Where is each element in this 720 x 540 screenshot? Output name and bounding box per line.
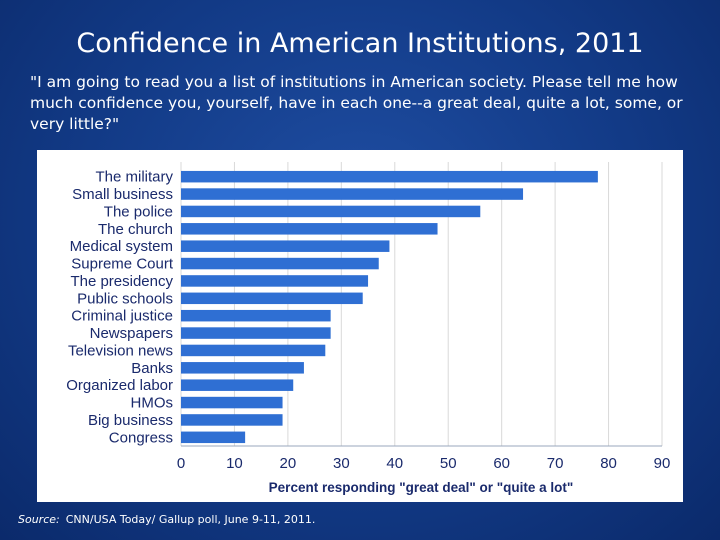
bar — [181, 292, 363, 305]
x-tick-label: 70 — [547, 455, 564, 472]
category-label: Supreme Court — [71, 256, 174, 273]
bar — [181, 240, 390, 252]
chart-panel: The military Small business The police The … — [37, 150, 683, 502]
category-label: Medical system — [70, 238, 173, 255]
bar — [181, 414, 283, 426]
category-label: The military — [95, 169, 173, 186]
bar — [181, 431, 246, 444]
category-label: Organized labor — [66, 377, 173, 394]
category-label: Newspapers — [90, 325, 173, 342]
x-tick-label: 50 — [440, 455, 457, 472]
category-label: The police — [104, 203, 173, 220]
category-label: Banks — [131, 360, 173, 377]
x-tick-label: 30 — [333, 455, 350, 472]
bar — [181, 205, 481, 218]
category-label: Congress — [109, 429, 173, 446]
x-tick-label: 10 — [226, 455, 243, 472]
bar — [181, 396, 283, 409]
category-label: Criminal justice — [71, 308, 173, 325]
category-label: HMOs — [131, 395, 174, 412]
x-tick-label: 20 — [280, 455, 297, 472]
x-axis-title: Percent responding "great deal" or "quit… — [269, 480, 574, 495]
bar — [181, 257, 379, 270]
bar — [181, 344, 326, 357]
source-note: Source: CNN/USA Today/ Gallup poll, June … — [18, 513, 315, 526]
x-tick-label: 0 — [177, 455, 185, 472]
survey-question: "I am going to read you a list of instit… — [30, 73, 683, 133]
x-tick-label: 40 — [386, 455, 403, 472]
bar — [181, 379, 294, 391]
source-text: CNN/USA Today/ Gallup poll, June 9-11, 2… — [65, 513, 316, 526]
bar — [181, 223, 438, 235]
x-tick-label: 60 — [493, 455, 510, 472]
bar — [181, 362, 304, 374]
category-label: The presidency — [70, 273, 173, 290]
bar — [181, 275, 369, 287]
bar — [181, 188, 524, 200]
x-tick-label: 90 — [654, 455, 671, 472]
category-label: Public schools — [77, 290, 173, 307]
source-label: Source: — [18, 513, 60, 526]
x-tick-label: 80 — [600, 455, 617, 472]
bar — [181, 170, 598, 183]
category-label: Television news — [68, 342, 173, 359]
slide-title: Confidence in American Institutions, 201… — [76, 28, 644, 59]
category-label: Small business — [72, 186, 173, 203]
category-label: Big business — [88, 412, 173, 429]
bar — [181, 309, 331, 322]
category-label: The church — [98, 221, 173, 238]
bar — [181, 327, 331, 339]
